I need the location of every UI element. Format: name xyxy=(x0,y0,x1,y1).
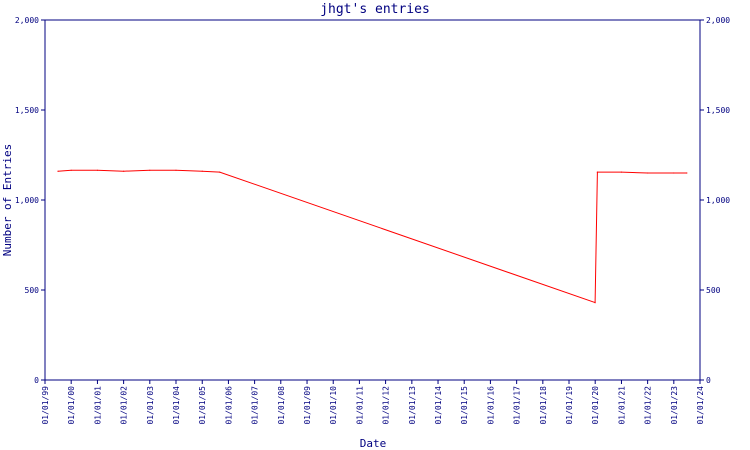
x-tick-label: 01/01/22 xyxy=(644,386,653,425)
x-tick-label: 01/01/00 xyxy=(67,386,76,425)
y-tick-label-right: 1,500 xyxy=(706,106,730,115)
x-tick-label: 01/01/10 xyxy=(329,386,338,425)
y-tick-label-left: 500 xyxy=(25,286,40,295)
plot-frame xyxy=(44,19,701,381)
x-tick-label: 01/01/05 xyxy=(198,386,207,425)
y-tick-label-right: 500 xyxy=(706,286,721,295)
x-tick-label: 01/01/13 xyxy=(408,386,417,425)
x-tick-label: 01/01/06 xyxy=(224,386,233,425)
y-tick-label-left: 2,000 xyxy=(15,16,39,25)
x-tick-label: 01/01/99 xyxy=(41,386,50,425)
x-axis-label: Date xyxy=(360,437,387,450)
entries-data-point xyxy=(219,171,221,173)
x-tick-label: 01/01/15 xyxy=(460,386,469,425)
entries-data-point xyxy=(673,172,675,174)
x-tick-label: 01/01/11 xyxy=(355,386,364,425)
y-tick-label-left: 1,500 xyxy=(15,106,39,115)
x-tick-label: 01/01/18 xyxy=(539,386,548,425)
entries-series-line xyxy=(57,169,687,304)
x-tick-label: 01/01/02 xyxy=(120,386,129,425)
x-tick-label: 01/01/08 xyxy=(277,386,286,425)
x-tick-label: 01/01/19 xyxy=(565,386,574,425)
x-tick-label: 01/01/03 xyxy=(146,386,155,425)
entries-data-point xyxy=(647,172,649,174)
chart-title: jhgt's entries xyxy=(320,2,430,17)
entries-data-point xyxy=(596,171,599,173)
y-tick-label-left: 1,000 xyxy=(15,196,39,205)
x-tick-label: 01/01/09 xyxy=(303,386,312,425)
y-tick-label-left: 0 xyxy=(34,376,39,385)
entries-data-point xyxy=(96,169,99,171)
entries-data-point xyxy=(201,170,203,172)
x-tick-label: 01/01/20 xyxy=(591,386,600,425)
entries-data-point xyxy=(620,171,623,173)
x-tick-label: 01/01/17 xyxy=(513,386,522,425)
entries-data-point xyxy=(123,170,125,172)
x-tick-label: 01/01/04 xyxy=(172,386,181,425)
x-tick-label: 01/01/24 xyxy=(696,386,705,425)
entries-data-point xyxy=(175,169,177,171)
y-axis-label: Number of Entries xyxy=(1,144,14,257)
x-tick-label: 01/01/23 xyxy=(670,386,679,425)
x-tick-label: 01/01/01 xyxy=(93,386,102,425)
x-tick-label: 01/01/21 xyxy=(617,386,626,425)
entries-data-point xyxy=(686,172,688,174)
entries-data-point xyxy=(70,169,72,171)
x-tick-label: 01/01/14 xyxy=(434,386,443,425)
y-tick-label-right: 2,000 xyxy=(706,16,730,25)
x-tick-label: 01/01/12 xyxy=(382,386,391,425)
x-tick-label: 01/01/16 xyxy=(486,386,495,425)
y-tick-label-right: 1,000 xyxy=(706,196,730,205)
y-tick-label-right: 0 xyxy=(706,376,711,385)
entries-data-point xyxy=(149,169,151,171)
entries-data-point xyxy=(57,170,59,172)
x-tick-label: 01/01/07 xyxy=(251,386,260,425)
entries-data-point xyxy=(594,302,596,304)
